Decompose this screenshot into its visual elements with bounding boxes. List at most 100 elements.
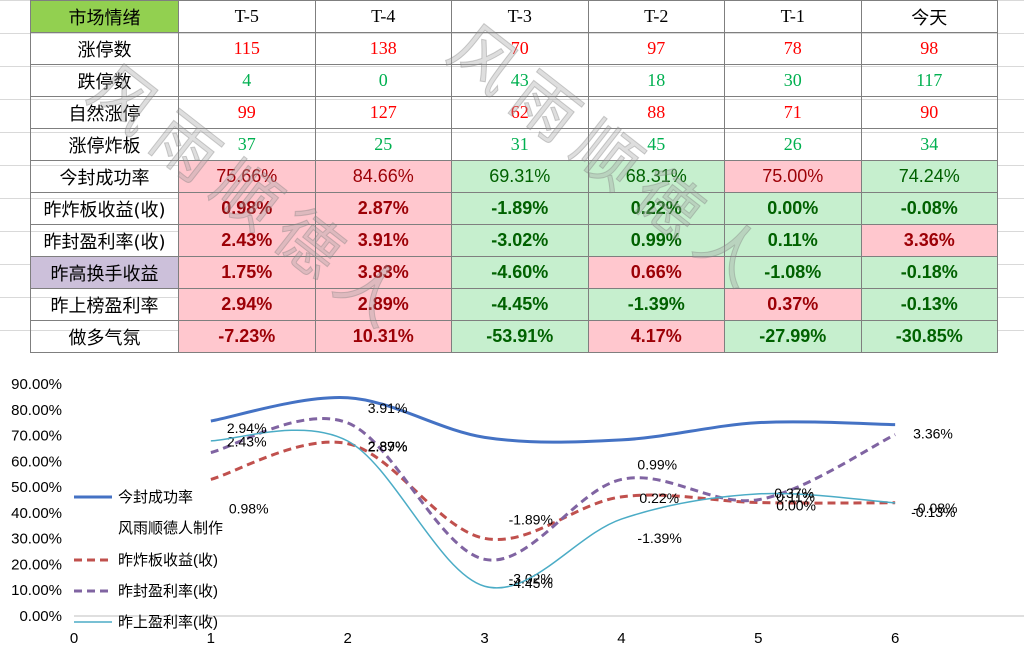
y-tick-label: 60.00% [11, 453, 62, 470]
table-cell[interactable]: 84.66% [314, 160, 452, 193]
table-cell[interactable]: 0.98% [178, 192, 316, 225]
row-label[interactable]: 涨停数 [30, 32, 179, 65]
table-cell[interactable]: 88 [587, 96, 725, 129]
table-cell[interactable]: -27.99% [724, 320, 862, 353]
data-label: -4.45% [509, 575, 553, 591]
row-label[interactable]: 做多气氛 [30, 320, 179, 353]
table-cell[interactable]: 0.11% [724, 224, 862, 257]
table-cell[interactable]: 0.22% [587, 192, 725, 225]
column-header[interactable]: 今天 [860, 0, 998, 33]
data-label: -1.39% [637, 530, 681, 546]
table-cell[interactable]: 69.31% [451, 160, 589, 193]
column-header[interactable]: T-1 [724, 0, 862, 33]
table-cell[interactable]: 45 [587, 128, 725, 161]
table-cell[interactable]: 4.17% [587, 320, 725, 353]
y-tick-label: 90.00% [11, 376, 62, 393]
table-cell[interactable]: -1.39% [587, 288, 725, 321]
table-cell[interactable]: 0 [314, 64, 452, 97]
table-cell[interactable]: -0.18% [860, 256, 998, 289]
table-cell[interactable]: 0.00% [724, 192, 862, 225]
table-header-row: 市场情绪 T-5 T-4 T-3 T-2 T-1 今天 [30, 0, 998, 33]
table-cell[interactable]: 75.66% [178, 160, 316, 193]
table-cell[interactable]: 3.91% [314, 224, 452, 257]
row-label[interactable]: 涨停炸板 [30, 128, 179, 161]
table-cell[interactable]: 43 [451, 64, 589, 97]
table-cell[interactable]: 62 [451, 96, 589, 129]
table-row: 涨停炸板 37 25 31 45 26 34 [30, 128, 998, 161]
table-row: 昨炸板收益(收) 0.98% 2.87% -1.89% 0.22% 0.00% -0.08% [30, 192, 998, 225]
market-sentiment-table: 市场情绪 T-5 T-4 T-3 T-2 T-1 今天 涨停数 115 138 70 97 78 98 跌停… [30, 0, 998, 353]
y-tick-label: 50.00% [11, 479, 62, 496]
table-cell[interactable]: 1.75% [178, 256, 316, 289]
table-cell[interactable]: 115 [178, 32, 316, 65]
y-tick-label: 10.00% [11, 582, 62, 599]
data-label: 2.94% [227, 420, 267, 436]
row-label[interactable]: 自然涨停 [30, 96, 179, 129]
table-cell[interactable]: 78 [724, 32, 862, 65]
table-cell[interactable]: 0.66% [587, 256, 725, 289]
table-cell[interactable]: 74.24% [860, 160, 998, 193]
table-cell[interactable]: 2.89% [314, 288, 452, 321]
table-cell[interactable]: 99 [178, 96, 316, 129]
table-cell[interactable]: 0.37% [724, 288, 862, 321]
table-cell[interactable]: 117 [860, 64, 998, 97]
table-cell[interactable]: 30 [724, 64, 862, 97]
column-header[interactable]: T-3 [451, 0, 589, 33]
series-line-0 [210, 396, 896, 444]
row-label[interactable]: 昨封盈利率(收) [30, 224, 179, 257]
data-label: 0.00% [776, 498, 816, 514]
column-header[interactable]: T-5 [178, 0, 316, 33]
table-cell[interactable]: 90 [860, 96, 998, 129]
row-label[interactable]: 跌停数 [30, 64, 179, 97]
row-label[interactable]: 昨炸板收益(收) [30, 192, 179, 225]
table-cell[interactable]: 97 [587, 32, 725, 65]
table-cell[interactable]: 138 [314, 32, 452, 65]
y-tick-label: 30.00% [11, 531, 62, 548]
table-cell[interactable]: 37 [178, 128, 316, 161]
table-cell[interactable]: -0.08% [860, 192, 998, 225]
spreadsheet-area: 市场情绪 T-5 T-4 T-3 T-2 T-1 今天 涨停数 115 138 70 97 78 98 跌停… [0, 0, 1024, 360]
table-cell[interactable]: -53.91% [451, 320, 589, 353]
table-cell[interactable]: -1.08% [724, 256, 862, 289]
table-cell[interactable]: -4.60% [451, 256, 589, 289]
x-tick-label: 0 [70, 630, 78, 647]
table-cell[interactable]: 26 [724, 128, 862, 161]
table-cell[interactable]: 10.31% [314, 320, 452, 353]
row-label[interactable]: 昨高换手收益 [30, 256, 179, 289]
column-header[interactable]: T-2 [587, 0, 725, 33]
table-cell[interactable]: -3.02% [451, 224, 589, 257]
table-cell[interactable]: 4 [178, 64, 316, 97]
table-row: 昨上榜盈利率 2.94% 2.89% -4.45% -1.39% 0.37% -0.13% [30, 288, 998, 321]
table-cell[interactable]: 70 [451, 32, 589, 65]
table-cell[interactable]: 2.87% [314, 192, 452, 225]
table-cell[interactable]: -7.23% [178, 320, 316, 353]
row-label[interactable]: 今封成功率 [30, 160, 179, 193]
table-cell[interactable]: 68.31% [587, 160, 725, 193]
table-cell[interactable]: 127 [314, 96, 452, 129]
table-cell[interactable]: 3.36% [860, 224, 998, 257]
table-cell[interactable]: 34 [860, 128, 998, 161]
table-cell[interactable]: 0.99% [587, 224, 725, 257]
table-cell[interactable]: 3.83% [314, 256, 452, 289]
data-label: 0.98% [229, 500, 269, 516]
x-tick-label: 1 [207, 630, 215, 647]
data-label: 0.99% [637, 456, 677, 472]
table-cell[interactable]: 18 [587, 64, 725, 97]
table-cell[interactable]: 75.00% [724, 160, 862, 193]
table-cell[interactable]: 31 [451, 128, 589, 161]
table-cell[interactable]: 71 [724, 96, 862, 129]
table-cell[interactable]: -1.89% [451, 192, 589, 225]
row-label[interactable]: 昨上榜盈利率 [30, 288, 179, 321]
table-cell[interactable]: -0.13% [860, 288, 998, 321]
table-cell[interactable]: 2.43% [178, 224, 316, 257]
table-cell[interactable]: 98 [860, 32, 998, 65]
header-label[interactable]: 市场情绪 [30, 0, 179, 33]
table-row: 涨停数 115 138 70 97 78 98 [30, 32, 998, 65]
table-cell[interactable]: 25 [314, 128, 452, 161]
y-tick-label: 20.00% [11, 556, 62, 573]
x-tick-label: 2 [344, 630, 352, 647]
table-cell[interactable]: -4.45% [451, 288, 589, 321]
column-header[interactable]: T-4 [314, 0, 452, 33]
table-cell[interactable]: 2.94% [178, 288, 316, 321]
table-cell[interactable]: -30.85% [860, 320, 998, 353]
